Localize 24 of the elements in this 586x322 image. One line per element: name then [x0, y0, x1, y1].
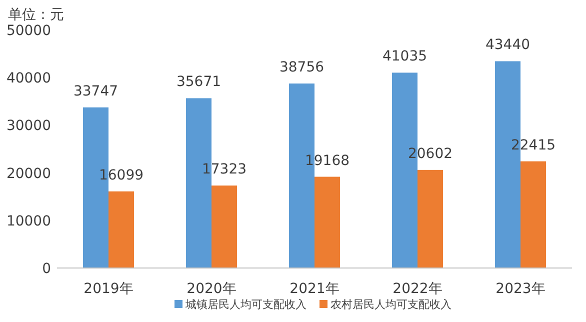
y-tick-label: 50000 — [6, 23, 51, 39]
data-label: 43440 — [485, 37, 530, 54]
data-label: 38756 — [279, 60, 324, 76]
x-tick-label: 2023年 — [496, 281, 546, 297]
legend-label: 城镇居民人均可支配收入 — [184, 298, 306, 311]
y-tick-label: 30000 — [6, 118, 51, 134]
x-tick-label: 2021年 — [290, 281, 340, 297]
y-tick-label: 40000 — [6, 70, 51, 87]
y-tick-label: 0 — [42, 261, 51, 277]
y-tick-label: 10000 — [6, 213, 51, 230]
x-tick-label: 2019年 — [84, 281, 134, 297]
data-label: 35671 — [176, 74, 222, 90]
y-axis-title: 单位：元 — [8, 7, 64, 23]
bar — [212, 186, 237, 268]
bar — [418, 170, 443, 268]
bar — [108, 191, 134, 268]
x-tick-label: 2020年 — [186, 281, 236, 297]
data-label: 41035 — [382, 48, 428, 65]
legend-label: 农村居民人均可支配收入 — [330, 298, 452, 311]
y-tick-label: 20000 — [6, 166, 51, 182]
x-tick-label: 2022年 — [392, 281, 442, 297]
bar — [520, 161, 546, 268]
bar — [314, 176, 340, 268]
data-label: 33747 — [73, 83, 118, 100]
